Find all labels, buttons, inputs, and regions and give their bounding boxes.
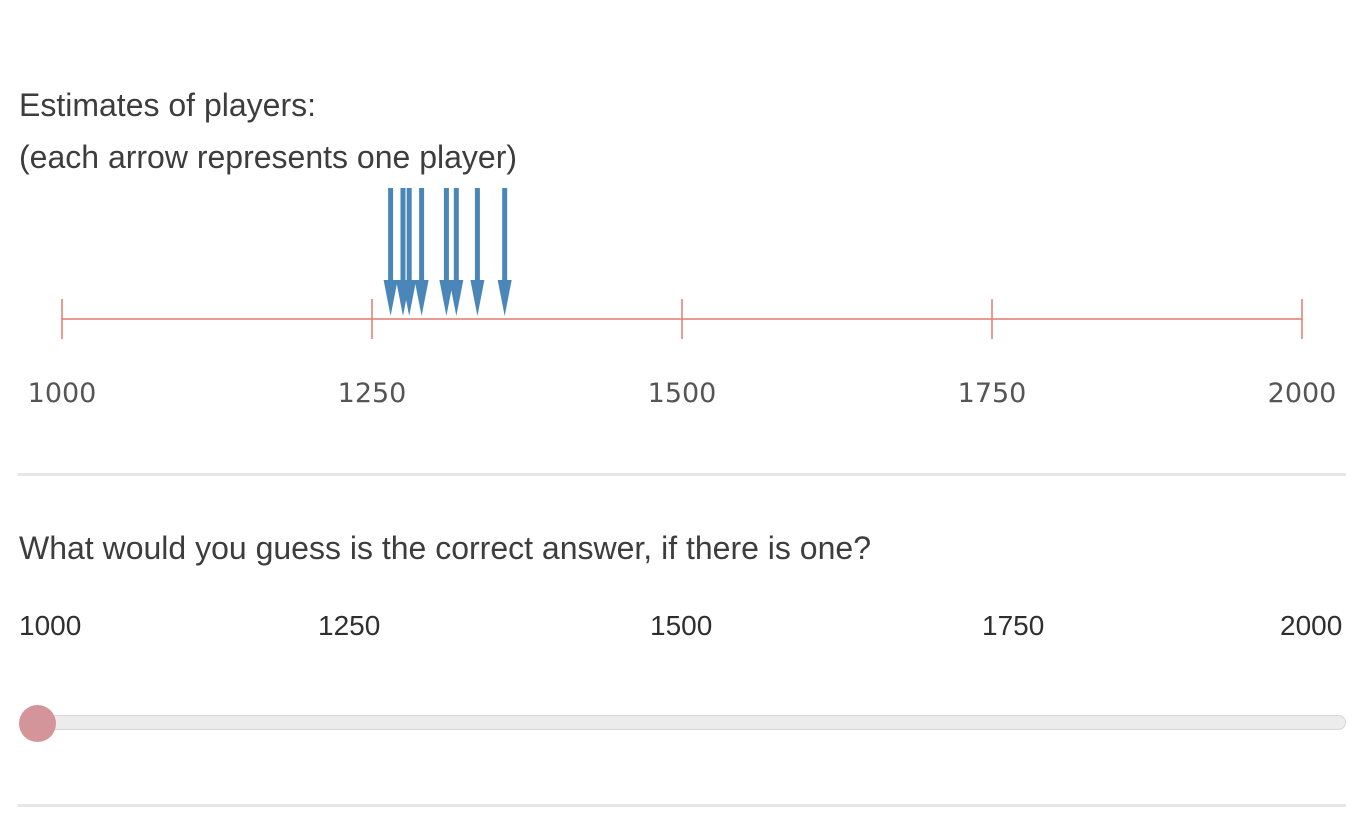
slider-tick-label-1250: 1250: [318, 610, 381, 641]
slider-tick-label-min: 1000: [19, 610, 82, 641]
estimates-subtitle: (each arrow represents one player): [19, 139, 518, 175]
axis-tick-label: 1250: [338, 378, 407, 409]
player-estimate-arrow: [449, 188, 464, 316]
estimates-title: Estimates of players:: [19, 87, 316, 123]
slider-tick-label-1500: 1500: [650, 610, 713, 641]
question-text: What would you guess is the correct answ…: [19, 530, 871, 566]
estimates-chart: 1000 1250 1500 1750 2000: [28, 188, 1337, 409]
guess-slider-thumb[interactable]: [19, 705, 56, 742]
axis-tick-label: 1500: [648, 378, 717, 409]
player-estimate-arrow: [497, 188, 512, 316]
slider-tick-label-max: 2000: [1280, 610, 1343, 641]
slider-tick-label-1750: 1750: [982, 610, 1045, 641]
axis-tick-label: 1000: [28, 378, 97, 409]
section-divider-bottom: [18, 804, 1346, 807]
player-estimate-arrow: [402, 188, 417, 316]
axis-tick-label: 2000: [1268, 378, 1337, 409]
axis-tick-label: 1750: [958, 378, 1027, 409]
player-estimate-arrow: [439, 188, 454, 316]
player-estimate-arrow: [414, 188, 429, 316]
guess-slider-track[interactable]: [20, 715, 1346, 730]
section-divider: [18, 473, 1346, 476]
player-estimate-arrow: [383, 188, 398, 316]
player-estimate-arrow: [470, 188, 485, 316]
